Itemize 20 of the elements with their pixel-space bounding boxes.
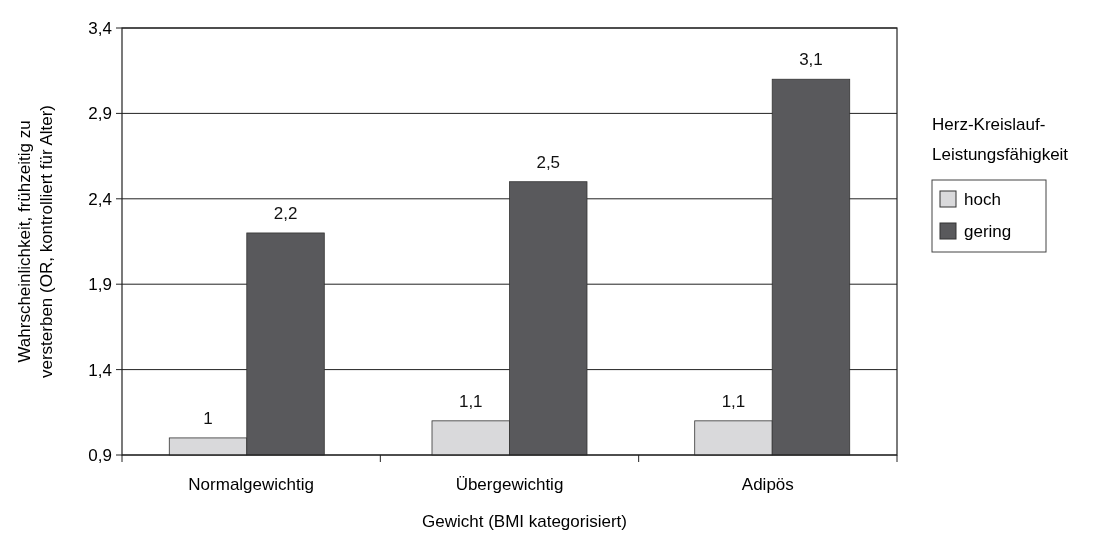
y-tick-label: 0,9 (88, 445, 112, 465)
data-label: 1,1 (721, 391, 746, 411)
x-tick-label: Adipös (741, 475, 794, 494)
x-tick-label: Normalgewichtig (188, 475, 314, 494)
y-tick-label: 1,4 (88, 360, 112, 380)
y-tick-label: 2,4 (88, 189, 112, 209)
data-label: 2,5 (536, 152, 561, 172)
x-tick-label: Übergewichtig (455, 475, 564, 494)
y-tick-label: 3,4 (88, 18, 112, 38)
y-tick-label: 1,9 (88, 275, 112, 295)
data-label: 1 (203, 408, 213, 428)
x-axis-title: Gewicht (BMI kategorisiert) (422, 512, 627, 531)
legend-label: hoch (964, 190, 1001, 209)
legend-label: gering (964, 222, 1012, 241)
data-label: 2,2 (273, 203, 298, 223)
legend-title: Herz-Kreislauf-Leistungsfähigkeit (932, 115, 1069, 164)
y-tick-label: 2,9 (88, 104, 112, 124)
data-label: 3,1 (799, 50, 823, 70)
data-label: 1,1 (458, 391, 483, 411)
y-axis-title: Wahrscheinlichkeit, frühzeitig zu versterben (OR, kontrolliert für Alter) (15, 104, 56, 379)
